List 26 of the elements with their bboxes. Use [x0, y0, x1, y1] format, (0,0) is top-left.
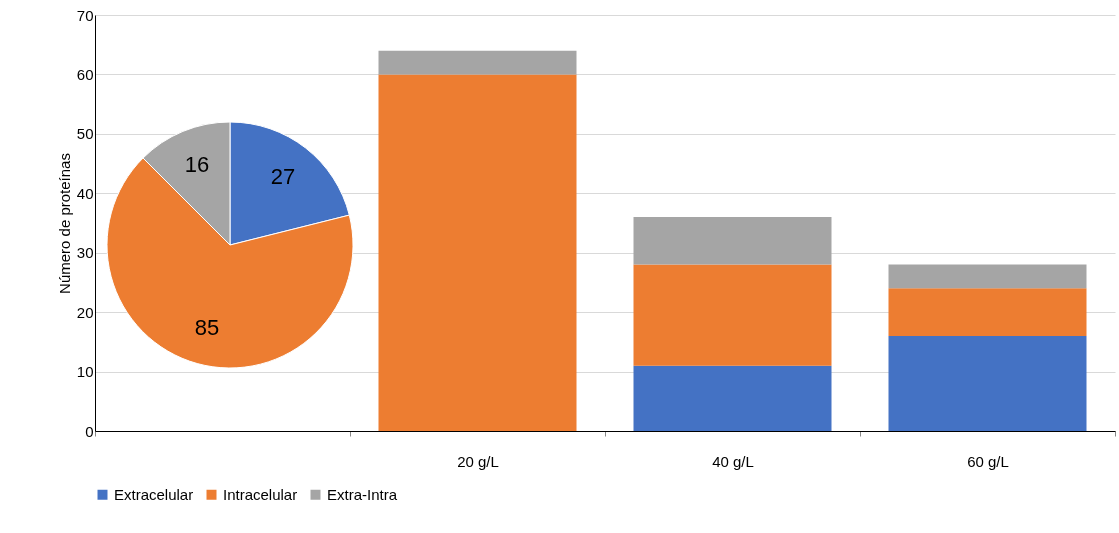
y-tick-label: 70 — [76, 6, 94, 24]
legend-label: Intracelular — [223, 485, 298, 503]
x-tick-label: 20 g/L — [457, 452, 499, 470]
bar — [888, 335, 1087, 431]
y-tick-label: 60 — [76, 65, 94, 83]
bar — [633, 264, 832, 366]
bar — [633, 365, 832, 431]
y-tick-label: 10 — [76, 363, 94, 381]
x-tick-label: 60 g/L — [967, 452, 1009, 470]
y-tick-label: 0 — [85, 422, 94, 440]
bar — [888, 288, 1087, 336]
legend-label: Extra-Intra — [327, 485, 398, 503]
y-tick-label: 50 — [76, 125, 94, 143]
x-tick-label: 40 g/L — [712, 452, 754, 470]
y-tick-label: 20 — [76, 303, 94, 321]
y-tick-label: 40 — [76, 184, 94, 202]
data-label: 16 — [184, 152, 210, 178]
y-tick-label: 30 — [76, 244, 94, 262]
bar — [378, 74, 577, 431]
bar — [888, 264, 1087, 289]
bar — [378, 50, 577, 75]
y-axis-title: Número de proteínas — [55, 153, 73, 294]
data-label: 27 — [270, 164, 296, 190]
bar — [633, 217, 832, 265]
legend-label: Extracelular — [114, 485, 194, 503]
data-label: 85 — [194, 314, 220, 340]
